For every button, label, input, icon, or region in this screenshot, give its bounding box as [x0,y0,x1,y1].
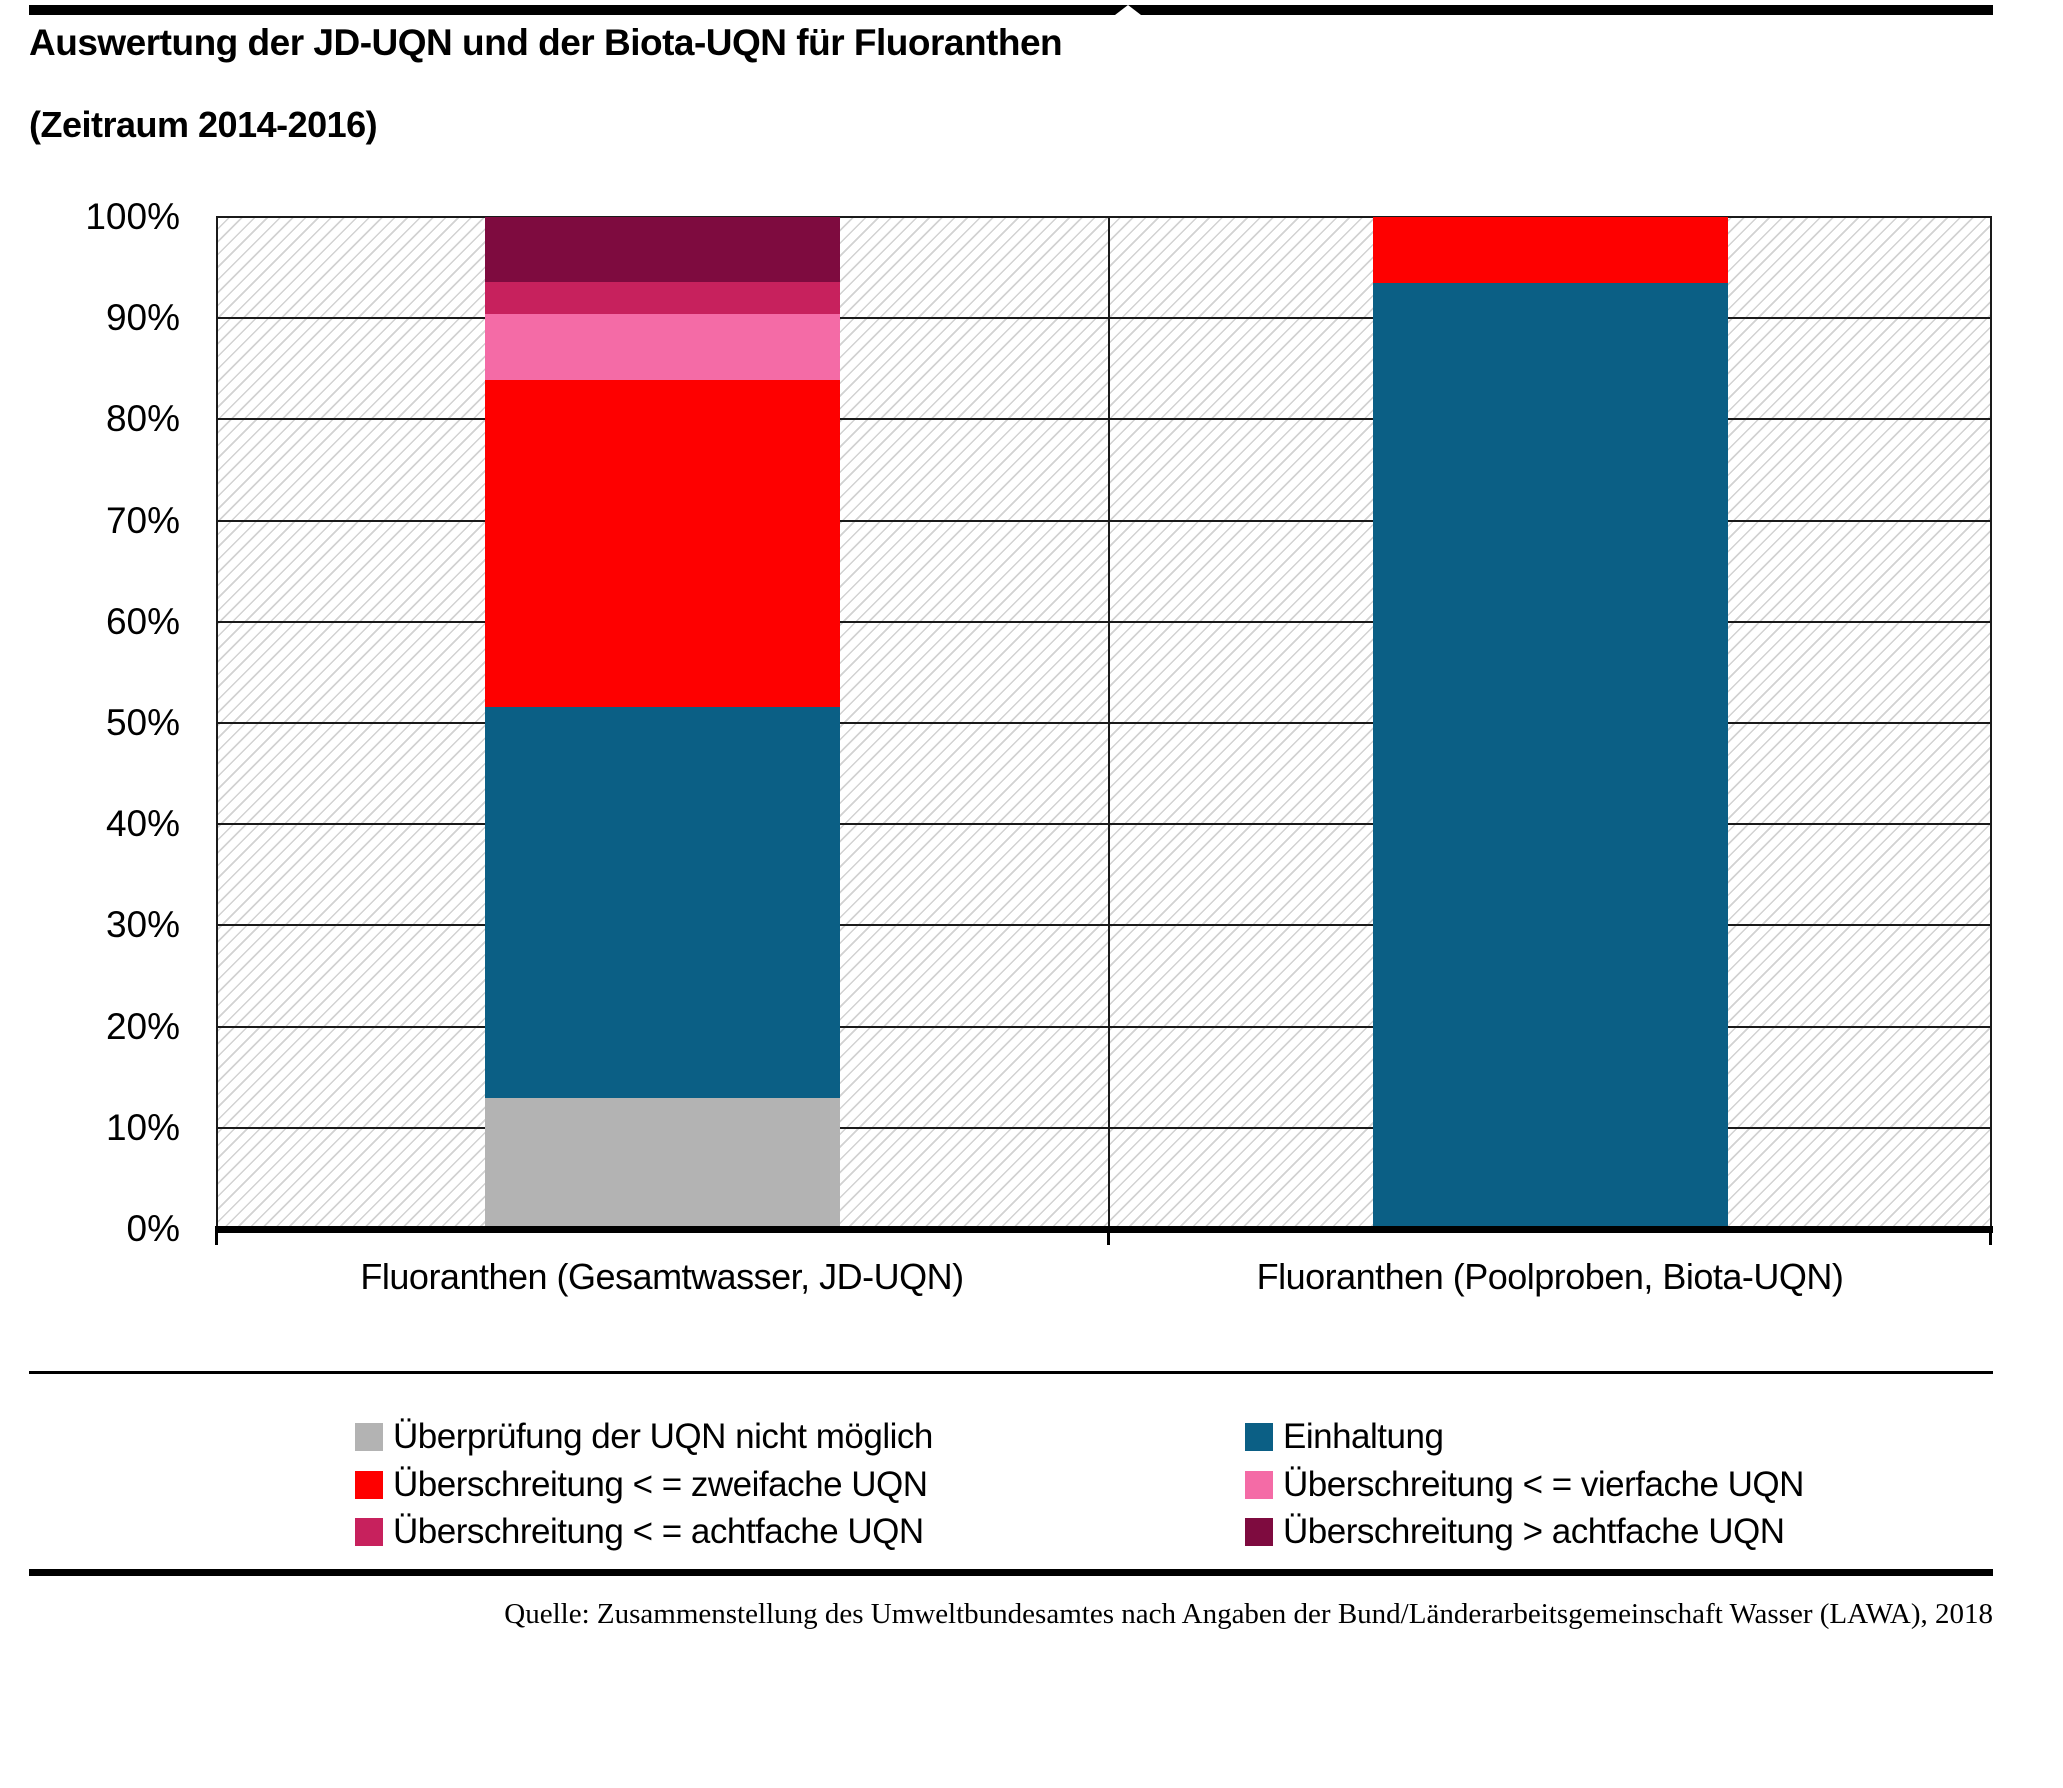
y-axis-tick-label: 60% [105,600,180,642]
y-axis-tick-label: 70% [105,499,180,541]
plot-left-border [216,217,218,1229]
bar-segment [1373,282,1728,1229]
legend-swatch [1245,1423,1273,1451]
gridline [216,418,1992,421]
legend-swatch [355,1423,383,1451]
y-axis-tick-label: 0% [126,1208,180,1249]
gridline [216,823,1992,826]
legend-label: Überschreitung < = vierfache UQN [1283,1464,1804,1504]
legend-item: Überschreitung < = vierfache UQN [1245,1464,1804,1506]
gridline [216,1126,1992,1129]
top-divider-notch [1115,5,1141,15]
category-divider-line [1108,217,1110,1229]
x-axis-tick [215,1229,218,1245]
bar-segment [485,379,840,707]
legend-item: Einhaltung [1245,1416,1444,1458]
gridline [216,620,1992,623]
legend-swatch [1245,1518,1273,1546]
y-axis-tick-label: 80% [105,398,180,440]
chart-subtitle: (Zeitraum 2014-2016) [29,104,378,145]
chart-title: Auswertung der JD-UQN und der Biota-UQN … [29,22,1063,63]
x-axis-line [215,1226,1993,1233]
x-axis-tick [1989,1229,1992,1245]
bar-segment [485,217,840,282]
y-axis-tick-label: 10% [105,1106,180,1148]
plot-area [215,216,1993,1245]
source-credit: Quelle: Zusammenstellung des Umweltbunde… [504,1598,1993,1630]
y-axis-tick-label: 20% [105,1005,180,1047]
legend-swatch [355,1470,383,1499]
x-axis-tick [1107,1229,1110,1245]
bar-segment [485,314,840,380]
gridline [216,722,1992,724]
legend-label: Überschreitung < = achtfache UQN [393,1512,924,1551]
y-axis-tick-label: 100% [85,196,180,237]
bar-segment [485,1098,840,1229]
bar-segment [485,281,840,315]
gridline [216,1025,1992,1028]
y-axis-labels: 100% 90% 80% 70% 60% 50% 40% 30% 20% 10% 0% [20,196,180,1249]
legend-swatch [1245,1470,1273,1499]
legend-top-rule [29,1371,1993,1374]
legend-item: Überschreitung < = zweifache UQN [355,1464,928,1506]
legend-label: Überschreitung > achtfache UQN [1283,1512,1785,1551]
y-axis-tick-label: 50% [105,702,180,743]
x-axis-category-label: Fluoranthen (Gesamtwasser, JD-UQN) [360,1256,964,1297]
y-axis-tick-label: 30% [105,904,180,946]
gridline [216,924,1992,927]
legend-swatch [355,1518,383,1546]
legend-label: Einhaltung [1283,1417,1444,1456]
top-divider-bar [29,5,1993,15]
gridline [216,519,1992,522]
legend-item: Überschreitung < = achtfache UQN [355,1511,924,1553]
y-axis-tick-label: 40% [105,803,180,845]
legend-item: Überprüfung der UQN nicht möglich [355,1416,933,1458]
plot-right-border [1990,217,1992,1229]
stacked-bar [485,217,840,1229]
legend-label: Überprüfung der UQN nicht möglich [393,1417,933,1456]
gridline [216,216,1992,218]
legend-item: Überschreitung > achtfache UQN [1245,1511,1785,1553]
gridline [216,317,1992,320]
stacked-bar [1373,217,1728,1229]
x-axis-category-label: Fluoranthen (Poolproben, Biota-UQN) [1256,1256,1844,1297]
legend-label: Überschreitung < = zweifache UQN [393,1464,928,1504]
bar-segment [485,706,840,1099]
bar-segment [1373,217,1728,283]
legend-bottom-rule [29,1569,1993,1576]
y-axis-tick-label: 90% [105,297,180,339]
